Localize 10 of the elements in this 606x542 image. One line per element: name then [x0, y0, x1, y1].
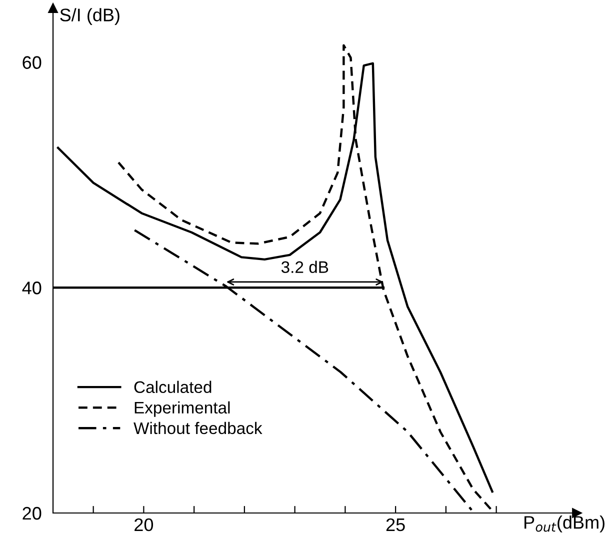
x-tick-label: 25 [386, 518, 405, 532]
legend-label: Calculated [134, 380, 212, 394]
x-axis-title: P$_{out}$(dBm) [524, 516, 604, 532]
y-axis-title: S/I (dB) [60, 8, 120, 25]
y-tick-label: 20 [22, 506, 42, 520]
legend-label: Experimental [134, 401, 230, 417]
y-tick-label: 40 [22, 282, 42, 294]
legend-label: Without feedback [134, 422, 262, 434]
y-tick-label: 60 [22, 56, 42, 69]
annotation: 3.2 dB [281, 260, 328, 274]
